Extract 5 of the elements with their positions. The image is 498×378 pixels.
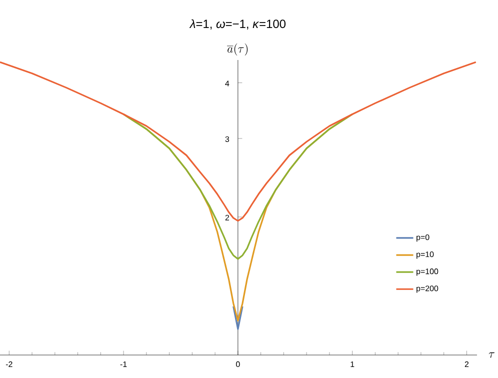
line-series bbox=[0, 61, 477, 222]
x-axis-title: $\tau$ bbox=[488, 352, 494, 358]
line-series bbox=[122, 113, 354, 260]
y-axis-title: $\overline{a}(\tau)$ bbox=[227, 44, 248, 56]
chart-title: λ=1, ω=−1, κ=100 bbox=[189, 19, 286, 30]
